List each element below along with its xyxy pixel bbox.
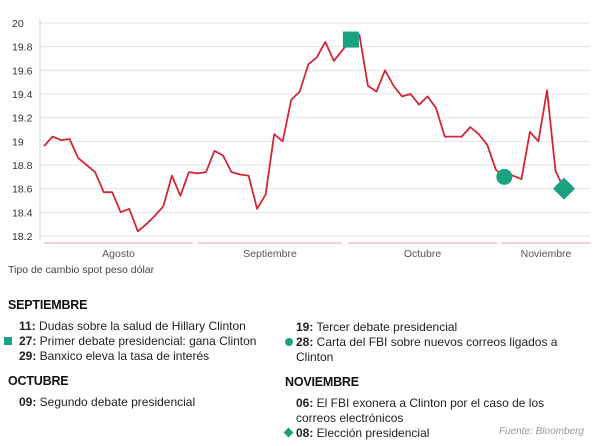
event-text: Tercer debate presidencial [313,320,458,334]
event-11: 11: Dudas sobre la salud de Hillary Clin… [8,319,293,334]
event-text: Carta del FBI sobre nuevos correos ligad… [296,335,558,364]
event-text: Elección presidencial [313,426,430,440]
month-axis: Agosto Septiembre Octubre Noviembre [44,242,591,260]
event-28: 28: Carta del FBI sobre nuevos correos l… [285,335,585,365]
event-09: 09: Segundo debate presidencial [8,395,293,410]
event-text: Primer debate presidencial: gana Clinton [36,334,257,348]
event-day: 19: [296,320,314,334]
month-heading-octubre: OCTUBRE [8,374,69,388]
event-text: Dudas sobre la salud de Hillary Clinton [35,319,246,333]
y-tick-label: 19.8 [12,42,33,54]
event-08: 08: Elección presidencial [283,426,585,441]
y-axis-ticks: 20 19.8 19.6 19.4 19.2 19 18.8 18.6 18.4 18.2 [12,18,33,243]
square-marker-icon [4,337,12,345]
y-tick-label: 20 [12,18,24,30]
y-tick-label: 19.6 [12,65,33,77]
event-day: 28: [296,335,314,349]
chart-grid [39,19,590,239]
event-day: 11: [19,319,36,333]
y-tick-label: 19.2 [12,113,33,125]
chart-caption: Tipo de cambio spot peso dólar [8,264,155,276]
event-19: 19: Tercer debate presidencial [285,320,585,335]
event-day: 06: [296,396,314,410]
month-label: Noviembre [521,248,572,260]
source-note: Fuente: Bloomberg [498,426,584,437]
event-day: 27: [19,334,37,348]
month-label: Octubre [404,248,442,260]
event-day: 29: [19,349,37,363]
circle-marker [496,168,513,185]
event-day: 08: [296,426,314,440]
event-29: 29: Banxico eleva la tasa de interés [8,349,293,364]
events-right-column: 19: Tercer debate presidencial 28: Carta… [283,320,585,441]
diamond-marker-icon [283,427,294,438]
diamond-marker [553,177,575,200]
y-tick-label: 19.4 [12,89,33,101]
y-tick-label: 18.8 [12,160,33,172]
month-heading-septiembre: SEPTIEMBRE [8,298,88,312]
square-marker [342,31,359,48]
y-tick-label: 19 [12,136,24,148]
events-left-column: SEPTIEMBRE 11: Dudas sobre la salud de H… [4,298,293,410]
month-label: Agosto [102,248,135,260]
event-text: Banxico eleva la tasa de interés [36,349,210,363]
event-06: 06: El FBI exonera a Clinton por el caso… [285,396,585,426]
event-text: El FBI exonera a Clinton por el caso de … [296,396,545,425]
event-markers [342,31,575,200]
y-tick-label: 18.4 [12,207,33,219]
circle-marker-icon [285,338,293,346]
series-line [43,33,565,233]
month-label: Septiembre [243,248,297,260]
event-text: Segundo debate presidencial [36,395,196,409]
event-27: 27: Primer debate presidencial: gana Cli… [4,334,293,349]
y-tick-label: 18.6 [12,184,33,196]
y-tick-label: 18.2 [12,231,33,243]
month-heading-noviembre: NOVIEMBRE [285,375,359,389]
event-day: 09: [19,395,37,409]
series-line-group [43,33,565,233]
exchange-rate-chart: 20 19.8 19.6 19.4 19.2 19 18.8 18.6 18.4 18.2 Ago… [12,18,591,260]
